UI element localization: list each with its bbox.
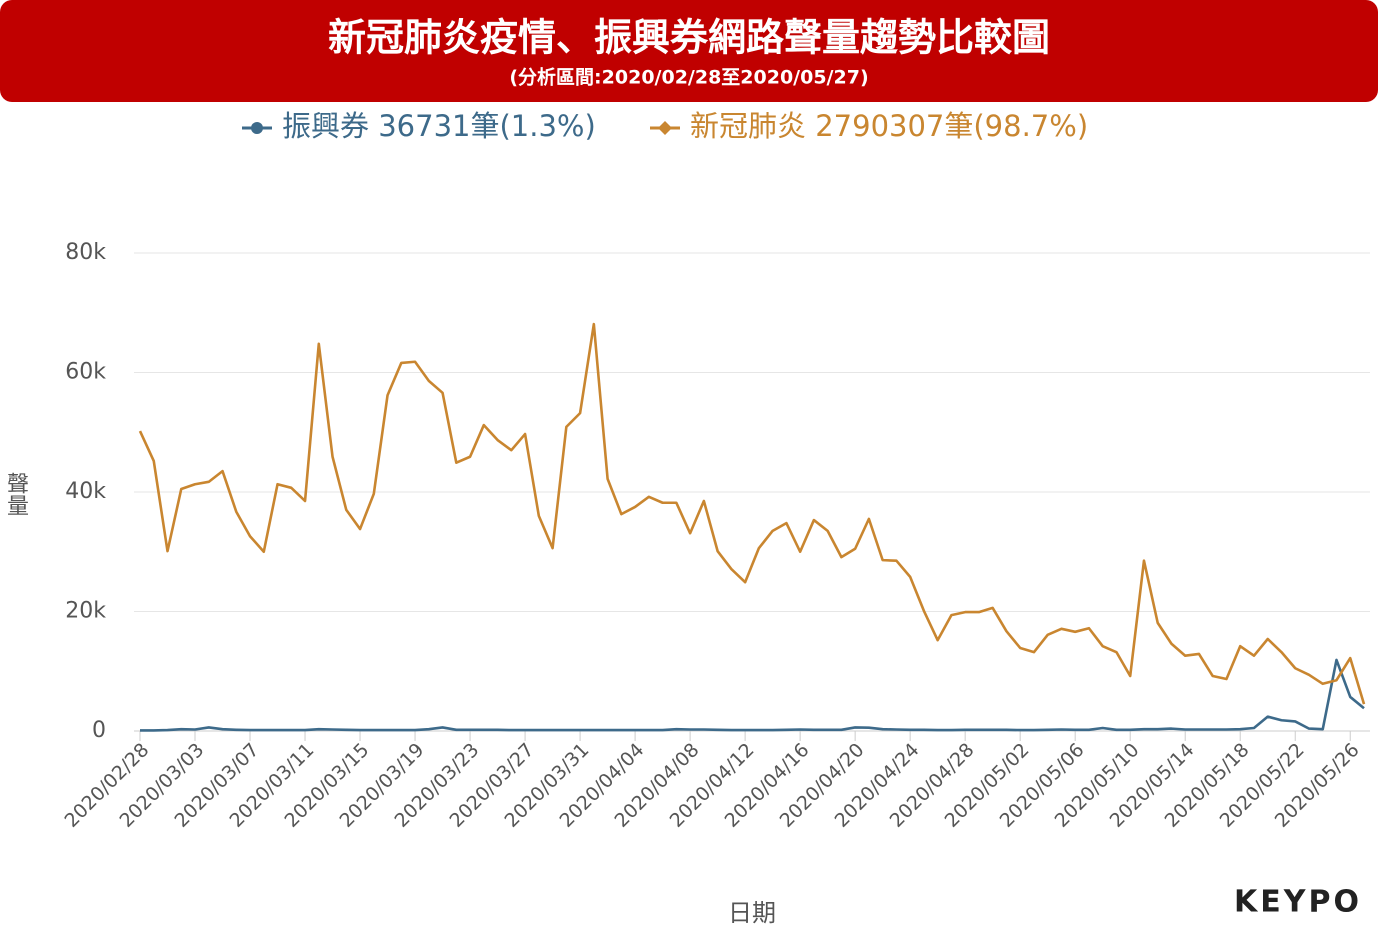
legend-label: 新冠肺炎 2790307筆(98.7%) [690, 109, 1088, 143]
header-band [0, 0, 1378, 102]
legend-item: 振興券 36731筆(1.3%) [242, 109, 596, 143]
x-axis-title: 日期 [728, 899, 776, 927]
y-tick-label: 80k [65, 240, 106, 265]
legend-label: 振興券 36731筆(1.3%) [282, 109, 596, 143]
y-tick-label: 0 [92, 718, 106, 743]
legend-marker [251, 122, 263, 134]
chart-title: 新冠肺炎疫情、振興券網路聲量趨勢比較圖 [328, 16, 1050, 60]
y-axis-title: 聲量 [3, 472, 28, 516]
chart-subtitle: (分析區間:2020/02/28至2020/05/27) [509, 66, 868, 89]
logo: KEYPO [1234, 885, 1362, 920]
legend-marker [658, 121, 672, 135]
series-line [140, 658, 1365, 732]
y-tick-label: 60k [65, 360, 106, 385]
y-tick-label: 20k [65, 599, 106, 624]
y-tick-label: 40k [65, 479, 106, 504]
legend-item: 新冠肺炎 2790307筆(98.7%) [650, 109, 1088, 143]
series-line [138, 322, 1366, 705]
